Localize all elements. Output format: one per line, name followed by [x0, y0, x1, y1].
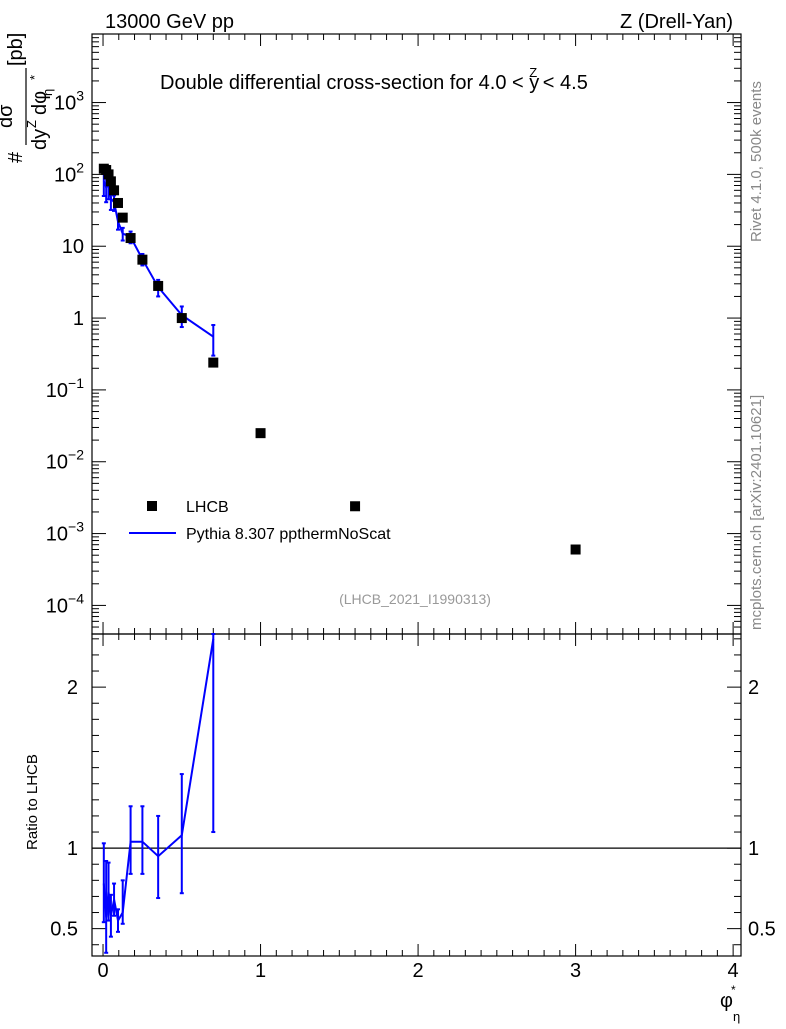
ratio-y-tick-label: 2 — [67, 677, 78, 699]
main-series-layer — [98, 163, 581, 555]
data-point — [176, 313, 187, 324]
svg-text:Z: Z — [24, 120, 39, 128]
x-tick-label: 2 — [413, 960, 424, 982]
svg-text:dy: dy — [29, 129, 51, 150]
ratio-series-layer — [101, 633, 216, 954]
ratio-y-tick-label: 0.5 — [50, 919, 78, 941]
data-point — [103, 169, 114, 180]
main-y-axis-label: # dσ dy Z dφ η * [pb] — [0, 33, 55, 163]
energy-label: 13000 GeV pp — [105, 11, 234, 33]
x-axis-label-sub: η — [733, 1009, 740, 1024]
ratio-y-tick-label-right: 0.5 — [748, 919, 776, 941]
ratio-y-tick-label: 1 — [67, 838, 78, 860]
data-point — [117, 212, 128, 223]
legend-data-label: LHCB — [186, 499, 229, 516]
data-point — [112, 197, 123, 208]
ratio-y-axis-label: Ratio to LHCB — [24, 754, 41, 850]
svg-text:η: η — [40, 89, 55, 96]
data-point — [109, 185, 120, 196]
svg-text:#: # — [5, 151, 27, 163]
mcplots-label: mcplots.cern.ch [arXiv:2401.10621] — [748, 395, 765, 630]
plot-title: Double differential cross-section for 4.… — [160, 65, 588, 94]
x-tick-label: 1 — [255, 960, 266, 982]
data-point — [255, 428, 266, 439]
data-point — [137, 254, 148, 265]
main-y-tick-label: 10−4 — [46, 590, 84, 617]
main-y-tick-label: 10−3 — [46, 519, 84, 546]
main-y-tick-label: 10 — [62, 236, 84, 258]
x-tick-label: 4 — [728, 960, 739, 982]
x-axis-label: φ — [720, 990, 733, 1012]
rivet-version-label: Rivet 4.1.0, 500k events — [748, 81, 765, 242]
data-point — [125, 233, 136, 244]
ratio-y-tick-label-right: 1 — [748, 838, 759, 860]
svg-text:dφ: dφ — [29, 91, 51, 115]
data-point — [350, 501, 361, 512]
ratio-y-tick-label-right: 2 — [748, 677, 759, 699]
main-y-tick-label: 10−2 — [46, 447, 84, 474]
data-point — [570, 544, 581, 555]
analysis-id-watermark: (LHCB_2021_I1990313) — [339, 591, 491, 607]
data-point — [208, 357, 219, 368]
data-point — [105, 176, 116, 187]
main-y-tick-label: 103 — [54, 88, 84, 115]
data-point — [153, 280, 164, 291]
x-tick-label: 3 — [570, 960, 581, 982]
main-y-tick-label: 10−1 — [46, 375, 84, 402]
legend-mc-label: Pythia 8.307 ppthermNoScat — [186, 526, 391, 543]
legend-data-marker — [147, 501, 157, 511]
legend: LHCB Pythia 8.307 ppthermNoScat — [129, 499, 391, 543]
axes-layer: 0 1 2 3 4 10−4 10−3 10−2 10−1 1 10 102 103 0.5 0.5 1 1 2 2 — [46, 33, 776, 982]
x-tick-label: 0 — [97, 960, 108, 982]
svg-text:*: * — [27, 75, 42, 80]
svg-text:dσ: dσ — [0, 104, 17, 128]
svg-text:[pb]: [pb] — [5, 33, 27, 66]
x-axis-label-star: * — [731, 983, 736, 997]
main-y-tick-label: 102 — [54, 159, 84, 186]
process-label: Z (Drell-Yan) — [620, 11, 733, 33]
ratio-panel-frame — [91, 633, 742, 957]
main-y-tick-label: 1 — [73, 308, 84, 330]
main-panel-frame — [91, 33, 742, 635]
